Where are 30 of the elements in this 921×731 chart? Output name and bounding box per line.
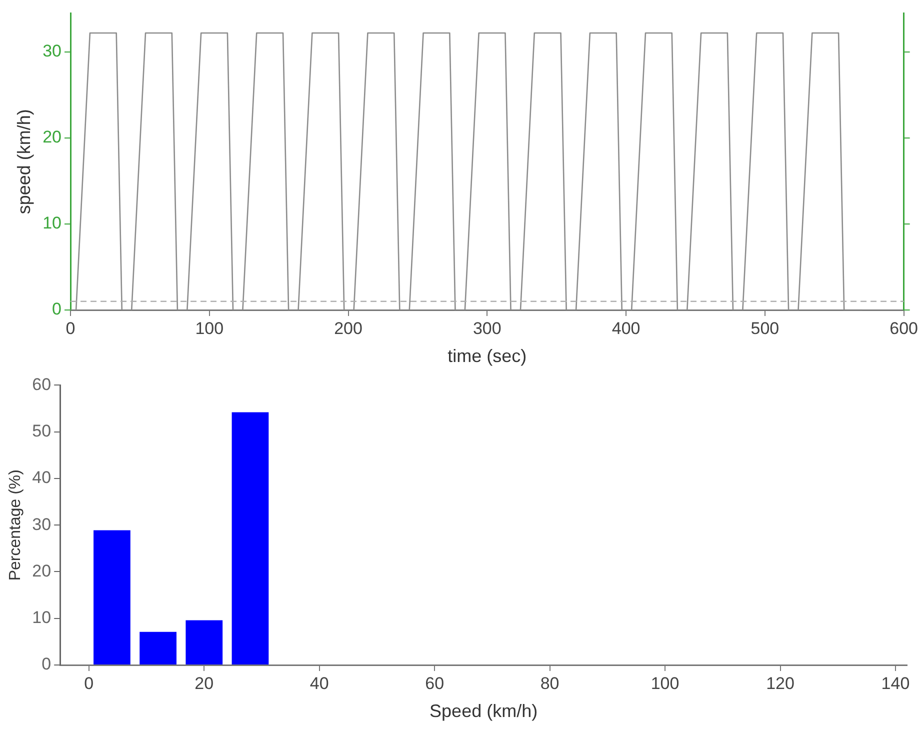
y-tick-label: 40 bbox=[32, 468, 52, 488]
y-axis-title: Percentage (%) bbox=[7, 470, 24, 581]
x-tick-label: 140 bbox=[881, 674, 910, 693]
y-tick-label: 0 bbox=[42, 654, 52, 674]
y-tick-label: 60 bbox=[32, 374, 52, 394]
y-tick-label: 30 bbox=[42, 42, 62, 61]
y-tick-label: 10 bbox=[42, 214, 62, 233]
y-tick-label: 20 bbox=[42, 128, 62, 147]
x-tick-label: 40 bbox=[310, 674, 329, 693]
x-tick-label: 80 bbox=[540, 674, 560, 693]
y-axis-title: speed (km/h) bbox=[14, 109, 34, 214]
y-tick-label: 50 bbox=[32, 422, 52, 441]
x-tick-label: 120 bbox=[766, 674, 794, 693]
y-tick-label: 30 bbox=[32, 514, 52, 534]
y-tick-label: 20 bbox=[32, 561, 52, 580]
y-tick-label: 10 bbox=[32, 608, 52, 628]
x-tick-label: 200 bbox=[334, 318, 362, 338]
x-tick-label: 600 bbox=[890, 318, 918, 338]
x-tick-label: 20 bbox=[194, 674, 214, 693]
x-tick-label: 60 bbox=[425, 674, 444, 693]
x-tick-label: 0 bbox=[66, 318, 76, 338]
x-axis-title: time (sec) bbox=[448, 346, 527, 366]
x-tick-label: 0 bbox=[84, 674, 94, 693]
y-tick-label: 0 bbox=[52, 300, 62, 319]
x-tick-label: 400 bbox=[612, 318, 640, 338]
x-tick-label: 500 bbox=[750, 318, 780, 338]
x-axis-title: Speed (km/h) bbox=[430, 701, 538, 722]
x-tick-label: 300 bbox=[472, 318, 502, 338]
x-tick-label: 100 bbox=[195, 318, 224, 338]
x-tick-label: 100 bbox=[650, 674, 680, 693]
